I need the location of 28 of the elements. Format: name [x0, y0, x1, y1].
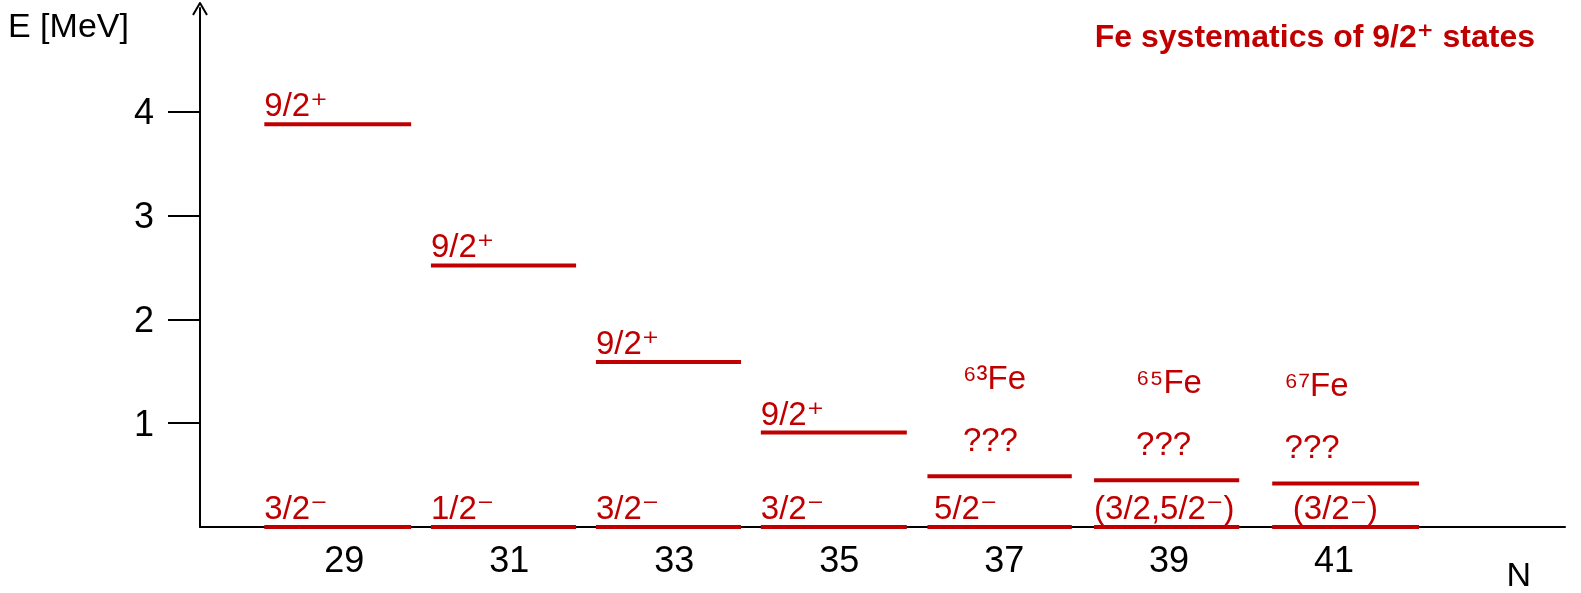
y-axis-title: E [MeV]	[8, 6, 129, 44]
x-tick-label: 41	[1314, 538, 1355, 580]
chart-title: Fe systematics of 9/2⁺ states	[1094, 18, 1535, 54]
y-tick-label: 3	[133, 195, 154, 237]
annotation: 3/2⁻	[595, 489, 660, 526]
annotation: 1/2⁻	[430, 489, 495, 526]
y-tick-label: 4	[133, 91, 154, 133]
annotation: ⁶⁵Fe ???	[1136, 362, 1202, 462]
annotation: ⁶⁷Fe ???	[1284, 365, 1349, 465]
x-tick-label: 33	[654, 538, 695, 580]
x-tick-label: 39	[1149, 538, 1190, 580]
annotation: (3/2,5/2⁻)	[1094, 489, 1235, 526]
annotation: 3/2⁻	[760, 489, 825, 526]
annotation: 3/2⁻	[264, 489, 328, 526]
x-tick-label: 37	[984, 538, 1025, 580]
annotation: 9/2⁺	[595, 323, 660, 361]
x-tick-label: 35	[819, 538, 860, 580]
annotation: 9/2⁺	[760, 394, 825, 432]
annotation: 9/2⁺	[430, 227, 495, 265]
x-axis-title: N	[1506, 555, 1532, 593]
x-tick-label: 31	[489, 538, 530, 580]
y-tick-label: 2	[133, 298, 154, 340]
annotation: 9/2⁺	[264, 86, 328, 124]
x-tick-label: 29	[324, 538, 365, 580]
annotation: 5/2⁻	[934, 489, 998, 526]
annotation: ⁶³Fe ???	[962, 358, 1027, 458]
y-tick-label: 1	[133, 402, 154, 444]
annotation: (3/2⁻)	[1292, 489, 1379, 526]
